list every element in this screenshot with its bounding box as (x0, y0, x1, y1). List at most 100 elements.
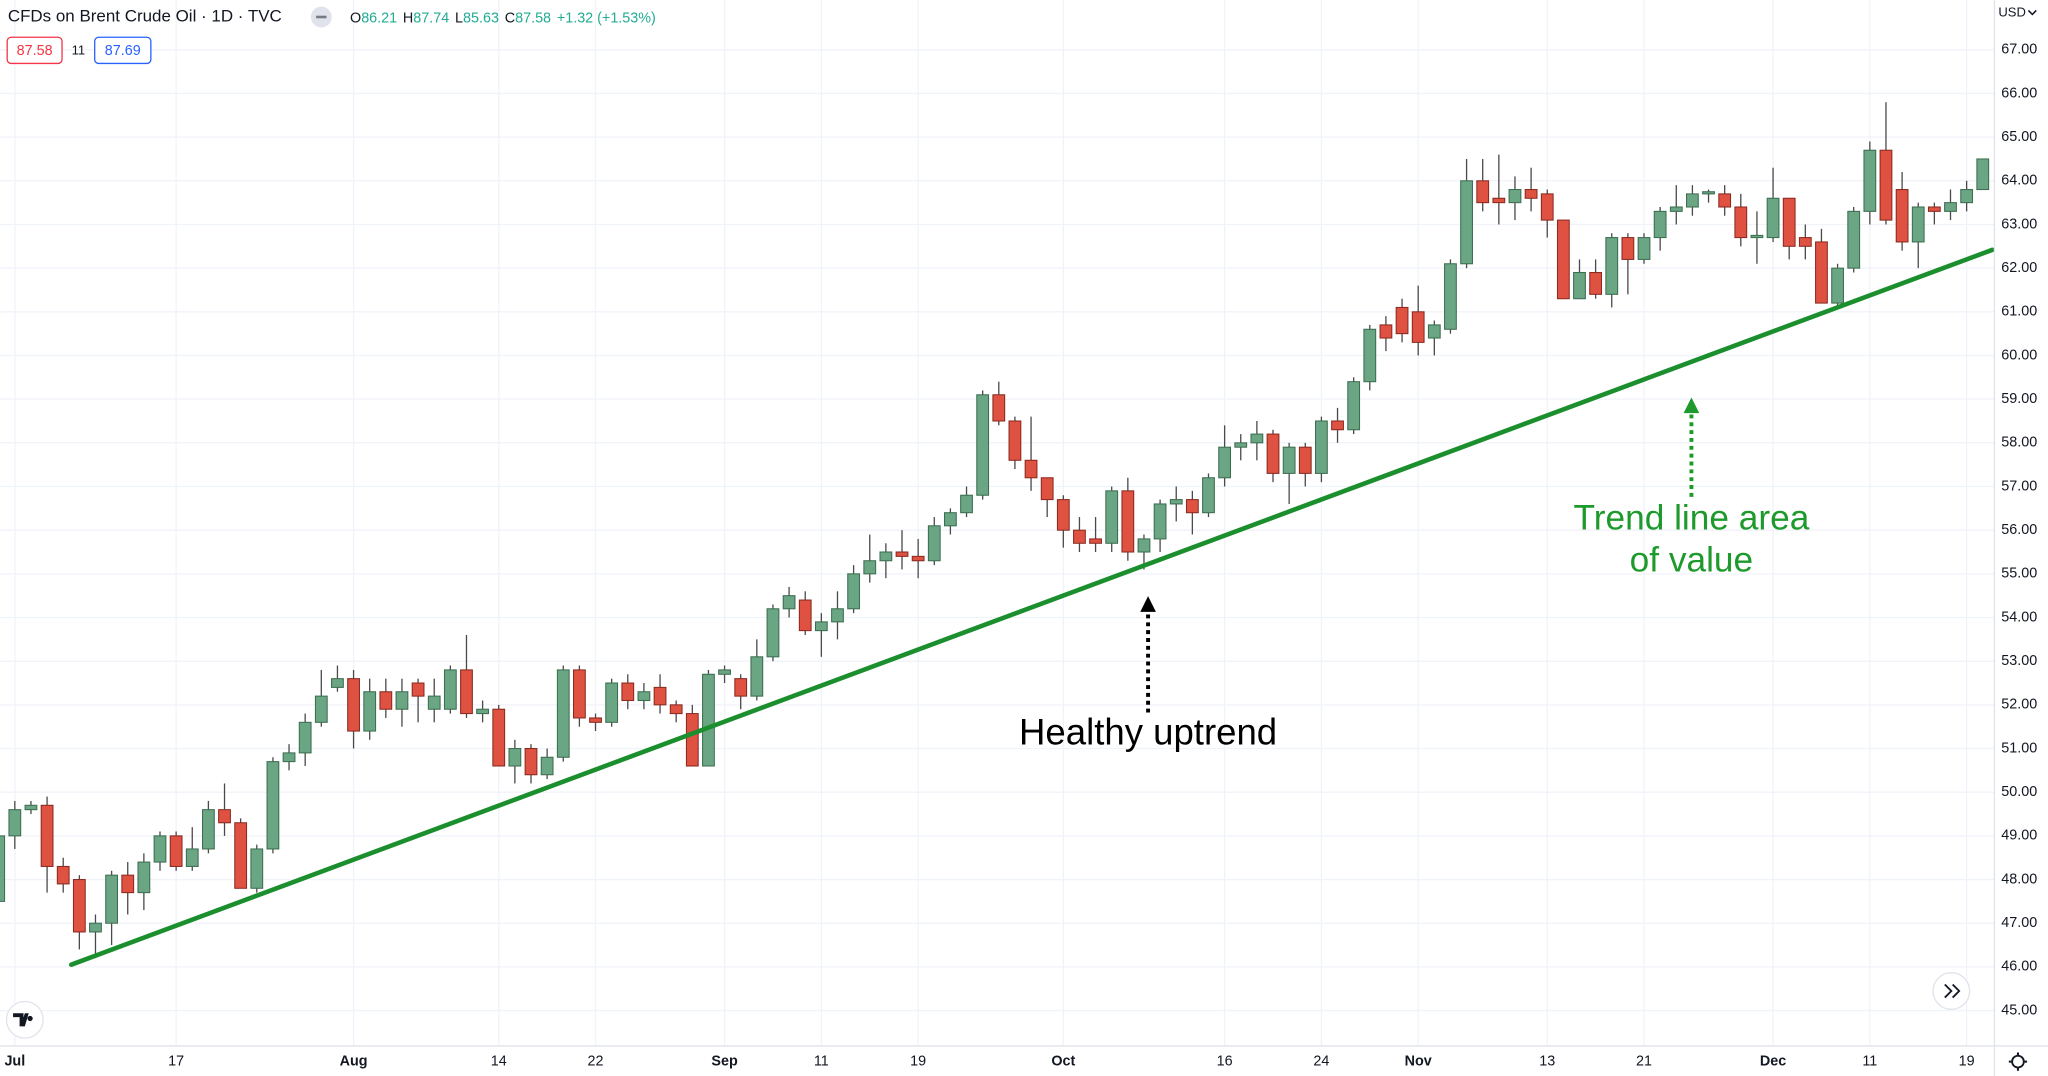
ohlc-key: C (505, 10, 515, 26)
candle-body (782, 595, 796, 610)
y-tick-label: 67.00 (2001, 42, 2037, 58)
candle-body (427, 695, 441, 710)
ask-box[interactable] (94, 36, 152, 65)
candle-body (879, 551, 893, 562)
candle-body (750, 656, 764, 697)
bid-box[interactable] (6, 36, 63, 65)
candle-body (572, 669, 586, 719)
candle-body (1524, 189, 1538, 199)
candle-body (153, 835, 167, 863)
candle-body (379, 691, 393, 710)
candle-body (89, 922, 102, 933)
candle-body (976, 394, 990, 496)
candles (0, 102, 1990, 959)
y-tick-label: 59.00 (2001, 391, 2037, 407)
settings-icon[interactable] (2011, 1054, 2025, 1069)
y-tick-label: 50.00 (2001, 784, 2037, 800)
candle-body (460, 669, 473, 715)
candle-body (1427, 324, 1441, 339)
candle-body (944, 512, 957, 527)
candle-body (1460, 180, 1473, 265)
candle-body (1589, 271, 1603, 295)
annotation: Trend line area (1574, 499, 1810, 538)
axes: 45.00 46.00 47.00 48.00 49.00 50.00 51.00 52.00… (4, 42, 2037, 1070)
candle-body (847, 573, 861, 610)
candle-body (1573, 271, 1586, 300)
scroll-icon (1944, 983, 1961, 999)
candle-body (1411, 311, 1425, 343)
candle-body (1250, 433, 1264, 444)
candle-body (218, 809, 231, 824)
x-tick-label: Nov (1405, 1053, 1432, 1069)
y-tick-label: 51.00 (2001, 740, 2037, 756)
y-tick-label: 56.00 (2001, 522, 2037, 538)
candle-body (1605, 237, 1619, 295)
ohlc-value: 87.74 (413, 10, 449, 26)
ohlc-value: 87.58 (515, 10, 551, 26)
candle-body (1040, 477, 1054, 501)
ohlc-legend: O86.21 H87.74 L85.63 C87.58 +1.32 (+1.53… (350, 6, 656, 29)
candle-body (1331, 420, 1344, 431)
candle-body (1798, 237, 1812, 247)
candle-body (766, 608, 780, 658)
candle-body (1395, 306, 1409, 335)
candle-body (814, 621, 828, 632)
candle-body (185, 848, 199, 867)
candle-body (1121, 490, 1135, 553)
candle-body (1266, 433, 1280, 474)
currency[interactable]: USD (1998, 5, 2026, 20)
candle-body (105, 874, 119, 924)
annotation: of value (1630, 540, 1753, 579)
candle-body (1476, 180, 1490, 204)
status-icon-bar (316, 15, 327, 19)
candle-body (621, 682, 635, 702)
candle-body (1169, 499, 1183, 505)
candle-body (8, 809, 22, 837)
candle-body (718, 669, 731, 675)
candle-body (1347, 381, 1361, 431)
grid (0, 0, 1995, 1046)
candle-body (685, 713, 699, 767)
y-tick-label: 61.00 (2001, 304, 2037, 320)
candle-body (1637, 237, 1651, 260)
ohlc-key: L (455, 10, 463, 26)
candle-body (653, 686, 667, 706)
candle-body (1927, 206, 1941, 212)
ohlc-value: 86.21 (361, 10, 397, 26)
annotation-arrowhead (1683, 397, 1700, 414)
x-tick-label: Sep (711, 1053, 738, 1069)
candle-body (411, 682, 425, 697)
candle-body (1379, 324, 1393, 339)
x-tick-label: Jul (4, 1053, 25, 1069)
y-tick-label: 48.00 (2001, 871, 2037, 887)
candle-body (443, 669, 457, 710)
candle-body (508, 748, 522, 767)
y-tick-label: 58.00 (2001, 435, 2037, 451)
candle-body (1137, 538, 1151, 553)
candle-body (637, 691, 651, 702)
x-tick-label: Dec (1760, 1053, 1786, 1069)
candle-body (524, 748, 538, 776)
candle-body (137, 861, 151, 894)
candle-body (1508, 189, 1522, 204)
candle-body (1105, 490, 1119, 544)
candle-body (0, 835, 6, 902)
y-tick-label: 57.00 (2001, 478, 2037, 494)
bid-price: 87.58 (17, 43, 53, 59)
candle-body (492, 708, 506, 767)
candle-body (863, 560, 877, 575)
candle-body (960, 494, 973, 514)
candle-body (40, 804, 54, 867)
candle-body (1766, 197, 1780, 239)
candle-body (1492, 197, 1506, 204)
candle-body (895, 551, 909, 557)
currency-caret (2027, 9, 2037, 16)
candle-body (250, 848, 264, 889)
candle-body (1815, 241, 1828, 304)
candle-body (234, 822, 248, 889)
candle-body (1702, 191, 1715, 195)
y-tick-label: 65.00 (2001, 129, 2037, 145)
candle-body (1847, 210, 1861, 269)
settings-teeth (2008, 1052, 2028, 1071)
